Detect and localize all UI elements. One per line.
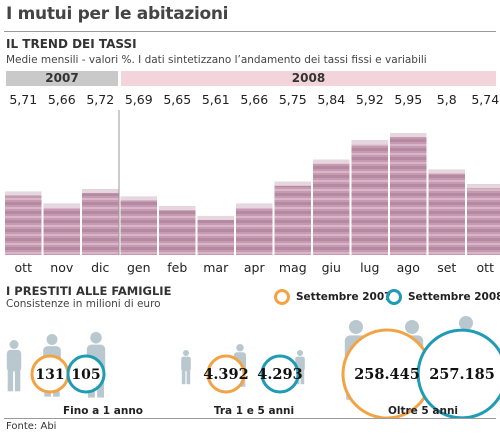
bubble-2008 [416, 328, 500, 418]
term-category-label: Oltre 5 anni [388, 405, 458, 417]
bubble-2008 [66, 354, 106, 394]
month-label: lug [360, 260, 379, 275]
rate-bar [467, 184, 500, 255]
rates-bar-chart: 5,71 ott 5,66 nov 5,72 dic 5,69 gen 5,65 feb 5,61 m… [5, 92, 500, 275]
rate-value-label: 5,95 [394, 92, 422, 107]
rate-bar [159, 206, 196, 255]
bubble-2008 [260, 354, 300, 394]
month-label: gen [127, 260, 151, 275]
legend-item-2008: Settembre 2008 [386, 289, 500, 305]
rate-value-label: 5,8 [437, 92, 457, 107]
person-silhouette [181, 350, 191, 385]
page-title: I mutui per le abitazioni [6, 4, 229, 24]
rate-value-label: 5,75 [279, 92, 307, 107]
rate-value-label: 5,71 [9, 92, 37, 107]
rate-value-label: 5,92 [356, 92, 384, 107]
rate-bar-top [428, 169, 465, 174]
month-label: apr [244, 260, 266, 275]
rate-bar-top [390, 133, 427, 137]
month-label: nov [50, 260, 74, 275]
rate-bar [313, 159, 350, 255]
orange-ring-icon [274, 289, 290, 305]
rate-bar-top [236, 203, 273, 208]
bubble-value-2007: 258.445 [354, 366, 420, 383]
month-label: giu [322, 260, 341, 275]
year-band-2007: 2007 [6, 71, 118, 86]
bubble-value-2008: 257.185 [429, 366, 495, 383]
rate-bar [197, 215, 234, 255]
rate-bar-top [467, 184, 500, 189]
bubble-2007 [206, 354, 246, 394]
loans-bubble-chart: 131 105 Fino a 1 anno 4.392 4.293 Tra 1 e 5 a… [6, 316, 500, 418]
month-label: ago [397, 260, 420, 275]
rate-bar-top [274, 181, 311, 186]
rate-bar [390, 133, 427, 255]
month-label: feb [167, 260, 187, 275]
trend-chart-title: IL TREND DEI TASSI [6, 37, 137, 51]
teal-ring-icon [386, 289, 402, 305]
legend-label-2007: Settembre 2007 [296, 291, 392, 303]
source-note: Fonte: Abi [6, 421, 57, 432]
rate-bar-top [5, 191, 42, 196]
rate-bar-top [197, 215, 234, 220]
bubble-value-2007: 131 [35, 367, 64, 383]
bubble-value-2008: 105 [71, 367, 100, 383]
year-band-2008: 2008 [121, 71, 496, 86]
rate-bar [82, 189, 119, 255]
bubble-value-2008: 4.293 [257, 366, 302, 383]
rate-value-label: 5,72 [86, 92, 114, 107]
rate-bar [274, 181, 311, 255]
rate-bar [5, 191, 42, 255]
rate-value-label: 5,69 [125, 92, 153, 107]
rate-bar-top [82, 189, 119, 194]
loans-chart-title: I PRESTITI ALLE FAMIGLIE [6, 284, 172, 298]
bubble-value-2007: 4.392 [203, 366, 248, 383]
month-label: ott [477, 260, 495, 275]
month-label: ott [15, 260, 33, 275]
rate-bar-top [159, 206, 196, 211]
loans-chart-subtitle: Consistenze in milioni di euro [6, 298, 161, 310]
month-label: set [437, 260, 456, 275]
rate-value-label: 5,74 [471, 92, 499, 107]
rate-bar-top [351, 140, 388, 145]
legend-item-2007: Settembre 2007 [274, 289, 391, 305]
legend-label-2008: Settembre 2008 [408, 291, 500, 303]
source-divider [4, 418, 496, 419]
rate-value-label: 5,65 [163, 92, 191, 107]
person-silhouette [6, 340, 22, 392]
rate-bar [120, 196, 157, 255]
term-category-label: Tra 1 e 5 anni [214, 405, 294, 417]
rate-bar [351, 140, 388, 255]
rate-bar [428, 169, 465, 255]
month-label: mar [203, 260, 229, 275]
term-category-label: Fino a 1 anno [63, 405, 143, 417]
rate-bar [236, 203, 273, 255]
rate-value-label: 5,66 [48, 92, 76, 107]
rate-value-label: 5,61 [202, 92, 230, 107]
trend-chart-subtitle: Medie mensili - valori %. I dati sinteti… [6, 54, 427, 66]
month-label: dic [91, 260, 109, 275]
rate-bar-top [120, 196, 157, 201]
rate-bar-top [313, 159, 350, 164]
title-divider [4, 31, 496, 32]
rate-value-label: 5,84 [317, 92, 345, 107]
month-label: mag [279, 260, 307, 275]
rate-bar-top [43, 203, 80, 208]
rate-bar [43, 203, 80, 255]
rate-value-label: 5,66 [240, 92, 268, 107]
